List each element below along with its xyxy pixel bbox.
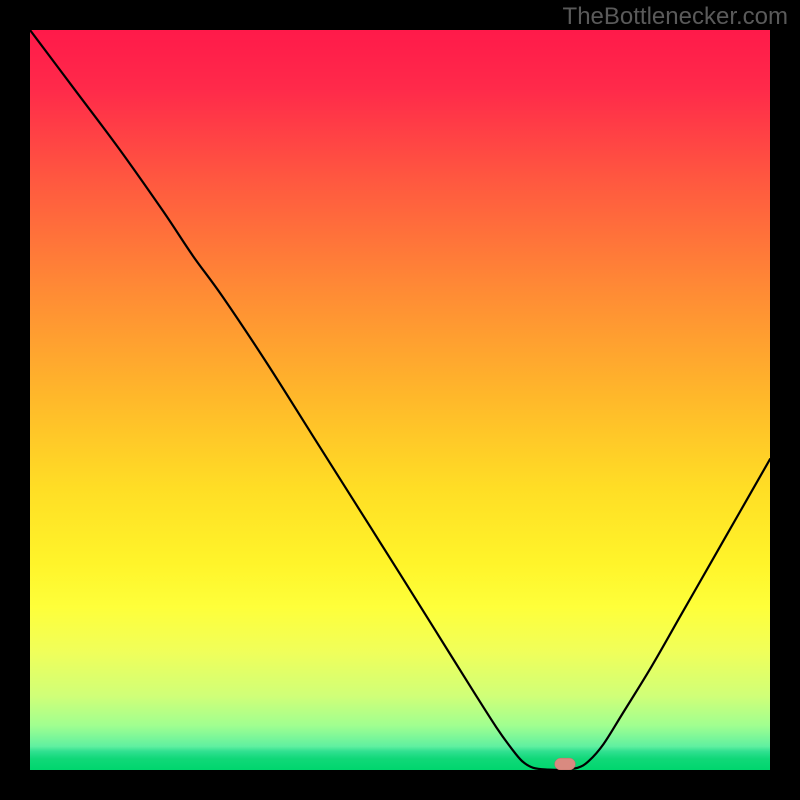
optimal-marker: [555, 758, 576, 770]
chart-background: [30, 30, 770, 770]
chart-frame: TheBottlenecker.com: [0, 0, 800, 800]
chart-svg: [30, 30, 770, 770]
watermark-text: TheBottlenecker.com: [563, 3, 788, 31]
plot-area: [30, 30, 770, 770]
